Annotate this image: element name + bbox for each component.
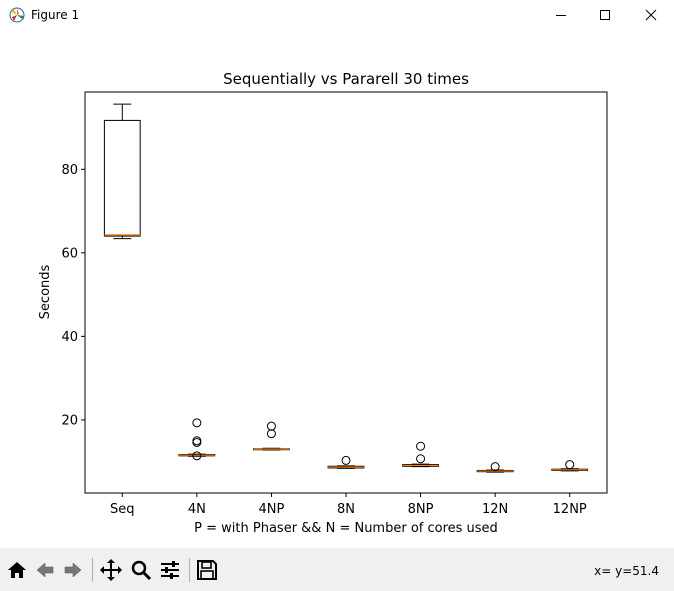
outlier-point [266, 429, 276, 439]
iqr-box [103, 119, 141, 237]
outlier-point [341, 455, 351, 465]
outlier-point [266, 421, 276, 431]
zoom-icon [131, 560, 152, 581]
navigation-toolbar: x= y=51.4 [0, 548, 674, 591]
y-axis-label: Seconds [38, 264, 53, 319]
minimize-button[interactable] [538, 0, 584, 30]
x-tick-label: 4NP [259, 502, 285, 517]
forward-icon [64, 562, 82, 578]
outlier-point [490, 462, 500, 472]
toolbar-separator [189, 558, 190, 582]
box-seq [103, 103, 141, 240]
back-button[interactable] [32, 557, 58, 583]
close-button[interactable] [628, 0, 674, 30]
x-tick-label: 8NP [408, 502, 434, 517]
box-4np [253, 421, 290, 451]
x-tick-label: 8N [337, 502, 355, 517]
box-8n [327, 455, 365, 469]
x-tick-label: 12N [482, 502, 508, 517]
pan-icon [100, 559, 122, 581]
configure-subplots-button[interactable] [157, 557, 183, 583]
configure-subplots-icon [161, 561, 179, 579]
home-icon [8, 562, 26, 578]
box-12np [551, 460, 589, 472]
forward-button[interactable] [60, 557, 86, 583]
minimize-icon [556, 15, 566, 16]
back-icon [36, 562, 54, 578]
y-tick-label: 20 [61, 413, 78, 428]
outlier-point [416, 454, 426, 464]
box-12n [476, 462, 514, 473]
toolbar-separator [92, 558, 93, 582]
y-tick-label: 40 [61, 330, 78, 345]
axes-frame [84, 91, 608, 494]
box-4n [178, 418, 216, 461]
home-button[interactable] [4, 557, 30, 583]
maximize-icon [600, 10, 610, 20]
coordinates-readout: x= y=51.4 [594, 564, 659, 578]
zoom-button[interactable] [128, 557, 154, 583]
chart-title: Sequentially vs Pararell 30 times [223, 70, 469, 88]
x-tick-label: 4N [188, 502, 206, 517]
window-titlebar: Figure 1 [0, 0, 674, 30]
figure-app-icon [9, 7, 25, 23]
pan-button[interactable] [98, 557, 124, 583]
save-icon [197, 560, 217, 580]
x-tick-label: Seq [110, 502, 135, 517]
outlier-point [192, 418, 202, 428]
maximize-button[interactable] [582, 0, 628, 30]
window-title: Figure 1 [31, 8, 80, 22]
save-button[interactable] [194, 557, 220, 583]
outlier-point [192, 437, 202, 447]
figure-canvas[interactable]: Sequentially vs Pararell 30 times P = wi… [0, 30, 674, 548]
x-axis-label: P = with Phaser && N = Number of cores u… [194, 521, 498, 536]
close-icon [645, 9, 657, 21]
outlier-point [565, 460, 575, 470]
plot-area [103, 103, 589, 473]
outlier-point [192, 451, 202, 461]
outlier-point [416, 441, 426, 451]
y-tick-label: 80 [61, 163, 78, 178]
x-tick-label: 12NP [553, 502, 587, 517]
boxplot-chart: Sequentially vs Pararell 30 times P = wi… [38, 70, 608, 536]
box-8np [402, 441, 439, 468]
y-tick-label: 60 [61, 246, 78, 261]
